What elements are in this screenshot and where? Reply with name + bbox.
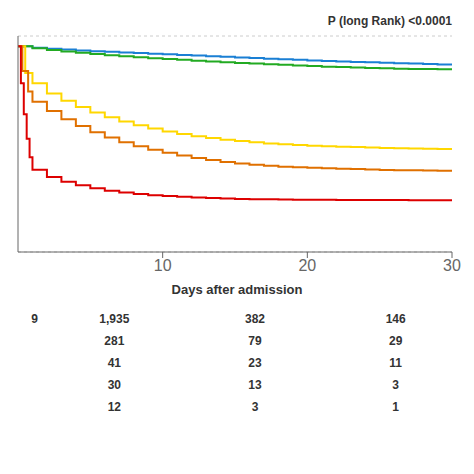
html-text:23: 23: [248, 356, 262, 370]
html-text:13: 13: [248, 378, 262, 392]
html-text:1: 1: [392, 400, 399, 414]
html-text:3: 3: [392, 378, 399, 392]
svg-text:20: 20: [298, 257, 316, 274]
svg-text:30: 30: [443, 257, 461, 274]
html-text:9: 9: [31, 312, 38, 326]
html-text:11: 11: [389, 356, 402, 370]
html-text:3: 3: [251, 400, 259, 414]
html-text:30: 30: [107, 378, 121, 392]
html-text:41: 41: [107, 356, 121, 370]
html-text:12: 12: [107, 400, 121, 414]
html-text:146: 146: [385, 312, 406, 326]
html-text:29: 29: [389, 334, 403, 348]
html-text:1,935: 1,935: [99, 312, 130, 326]
svg-text:10: 10: [154, 257, 172, 274]
html-text:79: 79: [248, 334, 262, 348]
html-text:P (long Rank) <0.0001: P (long Rank) <0.0001: [327, 14, 452, 28]
html-text:281: 281: [104, 334, 125, 348]
html-text:Days after admission: Days after admission: [171, 282, 303, 297]
html-text:382: 382: [245, 312, 265, 326]
